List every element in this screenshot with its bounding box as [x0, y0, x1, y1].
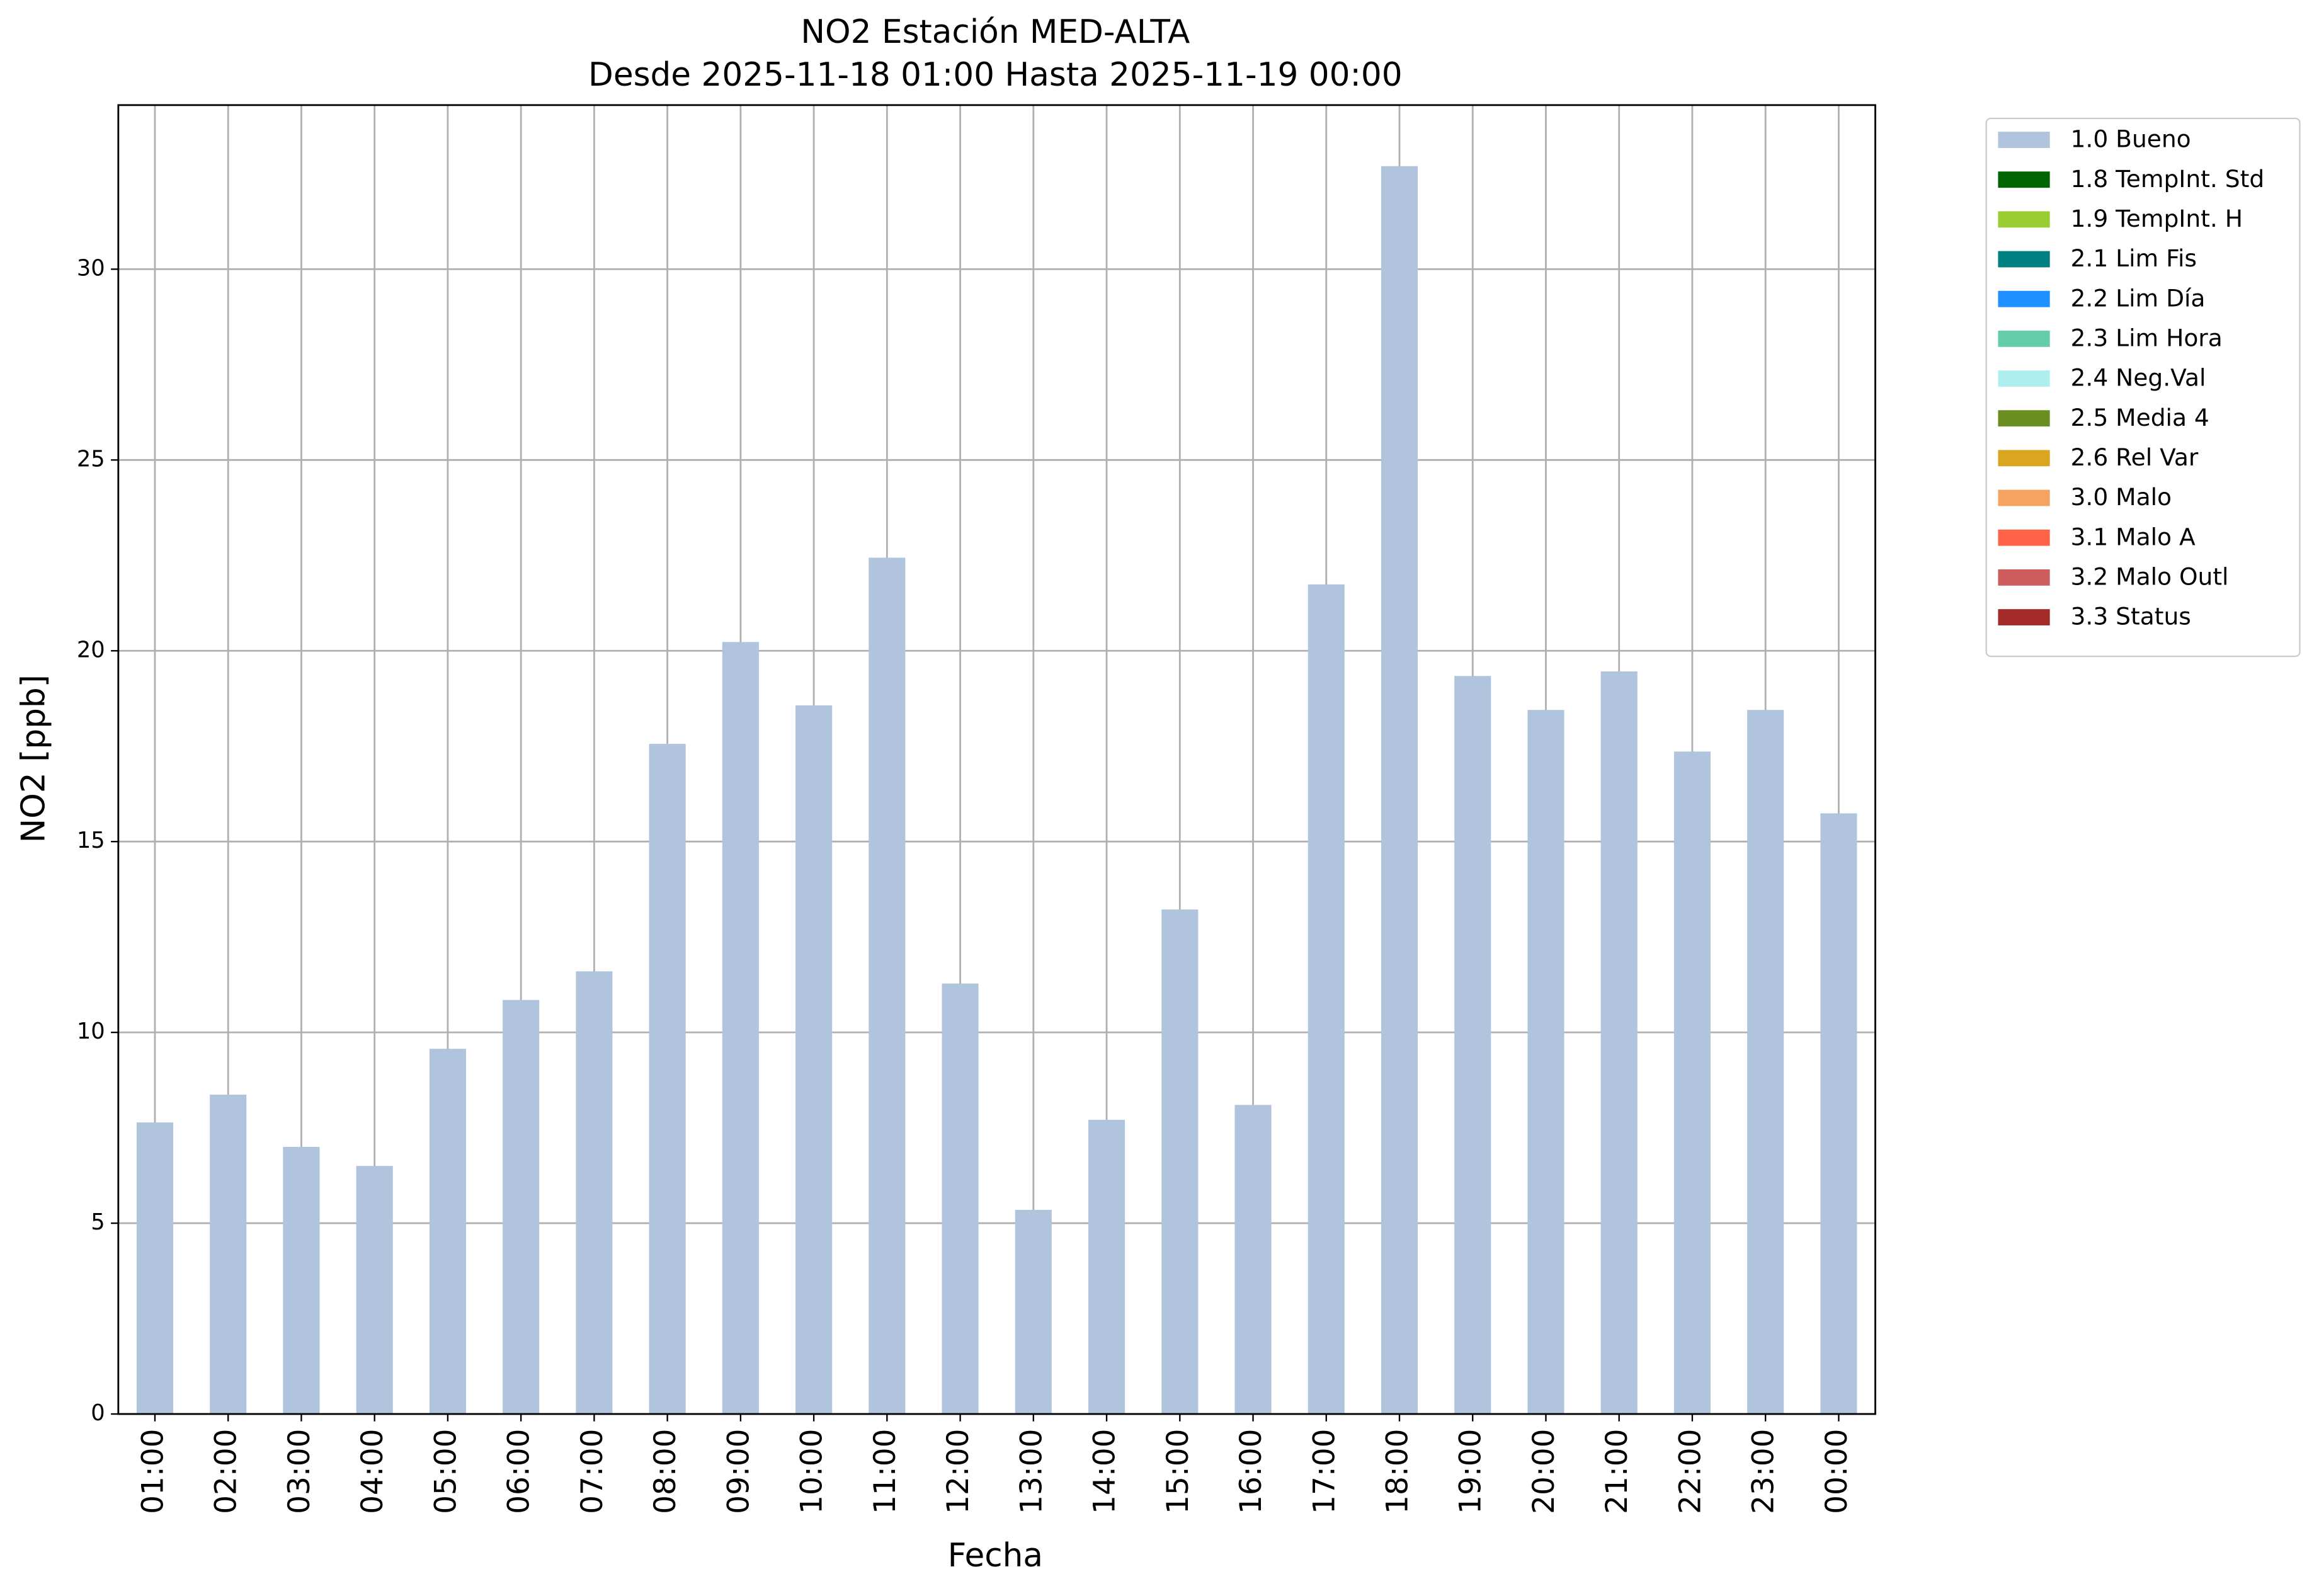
x-tick-label: 09:00	[721, 1429, 756, 1514]
x-tick-label: 07:00	[575, 1429, 610, 1514]
x-tick-label: 11:00	[868, 1429, 903, 1514]
bar	[1308, 584, 1345, 1415]
y-tick-label: 30	[77, 255, 105, 281]
x-axis-label: Fecha	[948, 1537, 1043, 1575]
bar	[649, 744, 686, 1415]
legend-swatch	[1998, 410, 2050, 427]
x-tick-label: 05:00	[428, 1429, 463, 1514]
legend-box	[1985, 117, 2301, 658]
x-tick-label: 12:00	[941, 1429, 976, 1514]
legend-swatch	[1998, 132, 2050, 148]
legend-swatch	[1998, 609, 2050, 625]
x-tick-label: 21:00	[1600, 1429, 1634, 1514]
bar	[503, 1000, 540, 1415]
bar	[1454, 676, 1491, 1415]
legend-swatch	[1998, 211, 2050, 228]
x-tick-label: 00:00	[1820, 1429, 1854, 1514]
bar	[356, 1166, 393, 1415]
x-tick-label: 16:00	[1234, 1429, 1268, 1514]
bar	[1161, 909, 1199, 1415]
x-tick-label: 17:00	[1307, 1429, 1342, 1514]
x-tick-label: 10:00	[795, 1429, 829, 1514]
legend-label: 2.2 Lim Día	[2071, 284, 2206, 312]
x-tick-label: 15:00	[1161, 1429, 1195, 1514]
bar	[1747, 710, 1784, 1415]
legend-swatch	[1998, 171, 2050, 188]
bar	[576, 971, 613, 1415]
bar	[1381, 166, 1418, 1415]
bar	[1088, 1119, 1125, 1415]
legend-label: 1.8 TempInt. Std	[2071, 165, 2265, 193]
x-tick-label: 03:00	[282, 1429, 317, 1514]
x-tick-label: 19:00	[1454, 1429, 1488, 1514]
legend-label: 2.1 Lim Fis	[2071, 244, 2197, 272]
bar	[942, 983, 979, 1415]
y-tick-label: 0	[91, 1400, 105, 1426]
legend-swatch	[1998, 489, 2050, 506]
bar	[1015, 1209, 1052, 1415]
bar	[1600, 671, 1638, 1415]
bar	[1673, 751, 1711, 1415]
legend-swatch	[1998, 569, 2050, 586]
y-tick-label: 5	[91, 1209, 105, 1235]
x-tick-label: 04:00	[355, 1429, 390, 1514]
legend-swatch	[1998, 529, 2050, 546]
x-tick-label: 06:00	[502, 1429, 537, 1514]
bar	[1527, 710, 1564, 1415]
legend-label: 2.3 Lim Hora	[2071, 324, 2223, 352]
legend-swatch	[1998, 370, 2050, 387]
bar	[283, 1146, 320, 1415]
bar	[1820, 813, 1857, 1415]
x-tick-label: 22:00	[1673, 1429, 1707, 1514]
legend-label: 2.4 Neg.Val	[2071, 364, 2206, 392]
x-tick-label: 01:00	[135, 1429, 170, 1514]
x-tick-label: 02:00	[209, 1429, 244, 1514]
bar	[1234, 1105, 1272, 1415]
legend-swatch	[1998, 330, 2050, 347]
y-tick-label: 15	[77, 828, 105, 853]
legend-swatch	[1998, 450, 2050, 467]
plot-frame	[117, 104, 1876, 1415]
y-tick-label: 25	[77, 446, 105, 472]
x-tick-label: 08:00	[648, 1429, 683, 1514]
legend-swatch	[1998, 251, 2050, 268]
bar	[722, 642, 759, 1415]
legend-swatch	[1998, 290, 2050, 307]
chart-subtitle: Desde 2025-11-18 01:00 Hasta 2025-11-19 …	[588, 56, 1403, 94]
legend-label: 1.9 TempInt. H	[2071, 205, 2243, 232]
legend-label: 1.0 Bueno	[2071, 125, 2191, 153]
bar	[136, 1122, 174, 1415]
x-tick-label: 20:00	[1527, 1429, 1561, 1514]
bar	[869, 557, 906, 1415]
y-tick-label: 20	[77, 637, 105, 663]
x-tick-label: 13:00	[1014, 1429, 1049, 1514]
legend-label: 3.1 Malo A	[2071, 523, 2196, 550]
bar	[429, 1049, 466, 1415]
legend-label: 3.3 Status	[2071, 603, 2191, 630]
y-axis-label: NO2 [ppb]	[14, 675, 52, 843]
y-tick-label: 10	[77, 1018, 105, 1044]
legend-label: 3.0 Malo	[2071, 483, 2172, 511]
legend-label: 2.6 Rel Var	[2071, 443, 2199, 471]
legend-label: 3.2 Malo Outl	[2071, 563, 2229, 591]
chart-title: NO2 Estación MED-ALTA	[801, 13, 1190, 51]
x-tick-label: 18:00	[1380, 1429, 1415, 1514]
legend-label: 2.5 Media 4	[2071, 404, 2209, 431]
bar	[210, 1094, 247, 1415]
x-tick-label: 14:00	[1088, 1429, 1122, 1514]
bar	[795, 705, 833, 1415]
x-tick-label: 23:00	[1746, 1429, 1781, 1514]
